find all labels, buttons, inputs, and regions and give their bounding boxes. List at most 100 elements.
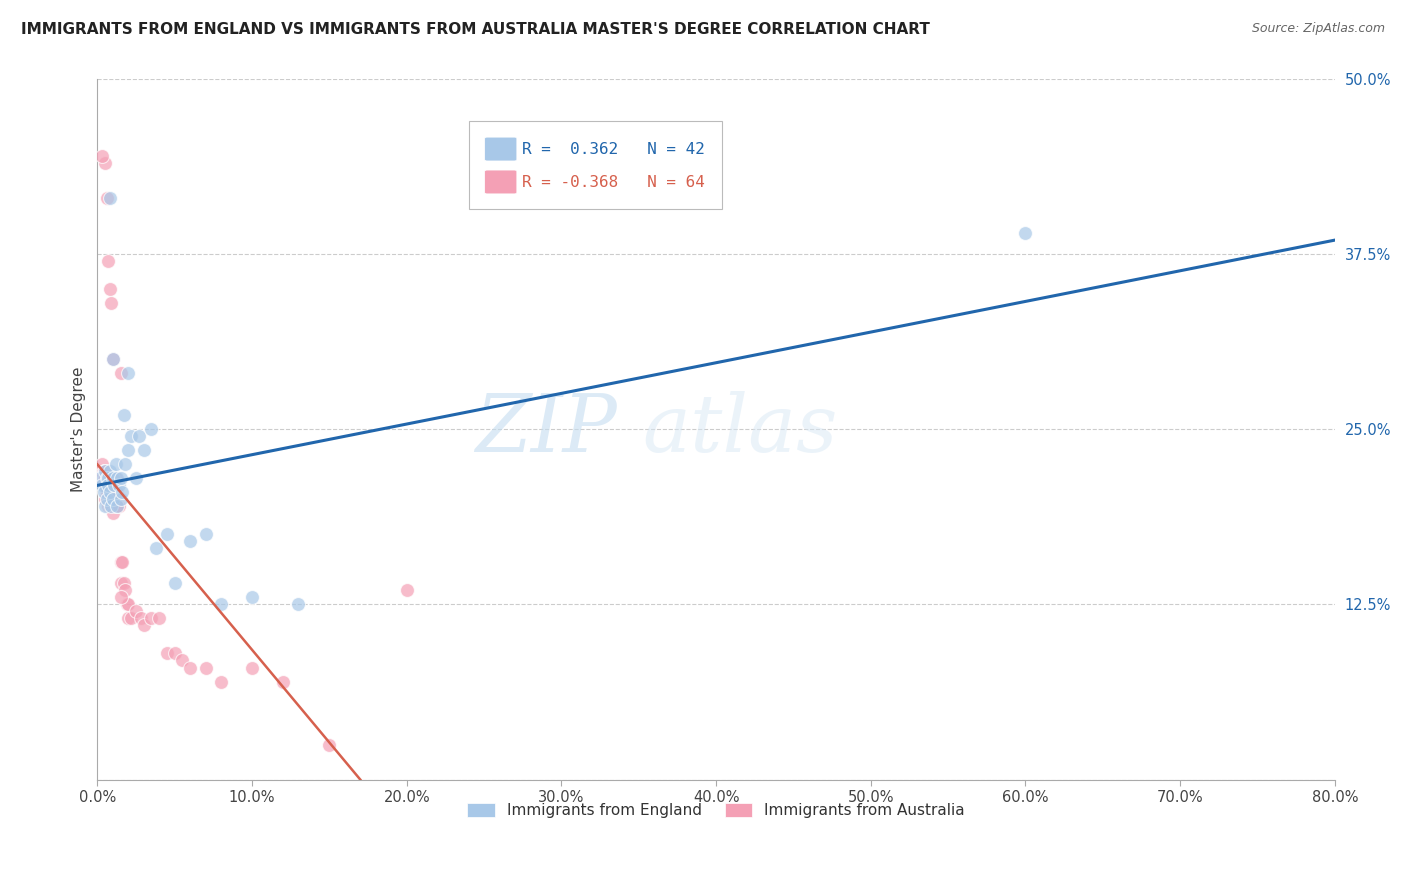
Point	[93, 471, 115, 485]
Point	[129, 611, 152, 625]
Point	[104, 500, 127, 514]
Point	[110, 492, 132, 507]
Point	[94, 471, 117, 485]
Point	[141, 611, 163, 625]
Point	[98, 464, 121, 478]
Text: ZIP: ZIP	[475, 391, 617, 468]
Point	[101, 492, 124, 507]
Point	[240, 660, 263, 674]
Point	[156, 527, 179, 541]
Point	[1014, 226, 1036, 240]
Point	[108, 500, 131, 514]
Point	[101, 352, 124, 367]
Point	[104, 471, 127, 485]
Point	[89, 464, 111, 478]
Point	[91, 471, 114, 485]
Point	[98, 485, 121, 500]
Point	[97, 478, 120, 492]
Point	[101, 471, 124, 485]
Point	[209, 598, 232, 612]
Point	[172, 653, 194, 667]
Point	[87, 471, 110, 485]
Point	[96, 485, 118, 500]
Point	[96, 471, 118, 485]
Point	[96, 492, 118, 507]
Point	[112, 409, 135, 423]
FancyBboxPatch shape	[468, 121, 723, 209]
Point	[94, 492, 117, 507]
FancyBboxPatch shape	[485, 170, 517, 194]
Point	[163, 576, 186, 591]
Point	[111, 556, 134, 570]
Point	[114, 458, 136, 472]
Point	[97, 254, 120, 268]
Point	[110, 576, 132, 591]
FancyBboxPatch shape	[485, 137, 517, 161]
Point	[107, 500, 129, 514]
Point	[101, 471, 124, 485]
Point	[110, 556, 132, 570]
Point	[98, 191, 121, 205]
Point	[108, 478, 131, 492]
Point	[287, 598, 309, 612]
Point	[94, 464, 117, 478]
Point	[98, 500, 121, 514]
Point	[91, 478, 114, 492]
Point	[125, 471, 148, 485]
Point	[110, 591, 132, 605]
Point	[194, 527, 217, 541]
Point	[94, 464, 117, 478]
Point	[111, 485, 134, 500]
Point	[110, 471, 132, 485]
Point	[110, 366, 132, 380]
Point	[318, 738, 340, 752]
Point	[107, 500, 129, 514]
Point	[132, 443, 155, 458]
Point	[100, 478, 122, 492]
Point	[179, 660, 201, 674]
Point	[120, 611, 142, 625]
Point	[104, 458, 127, 472]
Point	[117, 366, 139, 380]
Point	[163, 647, 186, 661]
Text: R =  0.362   N = 42: R = 0.362 N = 42	[522, 142, 704, 156]
Point	[91, 458, 114, 472]
Point	[107, 471, 129, 485]
Point	[395, 583, 418, 598]
Point	[98, 282, 121, 296]
Point	[117, 443, 139, 458]
Point	[98, 471, 121, 485]
Point	[96, 471, 118, 485]
Point	[240, 591, 263, 605]
Point	[194, 660, 217, 674]
Text: IMMIGRANTS FROM ENGLAND VS IMMIGRANTS FROM AUSTRALIA MASTER'S DEGREE CORRELATION: IMMIGRANTS FROM ENGLAND VS IMMIGRANTS FR…	[21, 22, 929, 37]
Point	[97, 500, 120, 514]
Point	[89, 471, 111, 485]
Point	[97, 471, 120, 485]
Point	[98, 485, 121, 500]
Point	[117, 611, 139, 625]
Point	[100, 492, 122, 507]
Point	[132, 618, 155, 632]
Point	[101, 492, 124, 507]
Point	[141, 422, 163, 436]
Text: Source: ZipAtlas.com: Source: ZipAtlas.com	[1251, 22, 1385, 36]
Point	[103, 478, 125, 492]
Point	[101, 352, 124, 367]
Point	[156, 647, 179, 661]
Point	[120, 429, 142, 443]
Point	[101, 507, 124, 521]
Point	[107, 485, 129, 500]
Point	[91, 149, 114, 163]
Point	[93, 485, 115, 500]
Point	[114, 583, 136, 598]
Point	[103, 492, 125, 507]
Point	[100, 296, 122, 310]
Text: atlas: atlas	[641, 391, 837, 468]
Point	[145, 541, 167, 556]
Point	[93, 464, 115, 478]
Point	[128, 429, 150, 443]
Point	[103, 478, 125, 492]
Legend: Immigrants from England, Immigrants from Australia: Immigrants from England, Immigrants from…	[461, 797, 972, 824]
Y-axis label: Master's Degree: Master's Degree	[72, 367, 86, 492]
